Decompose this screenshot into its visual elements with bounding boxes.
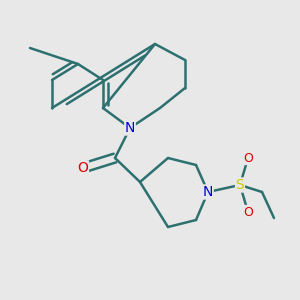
Text: O: O	[78, 161, 88, 175]
Text: O: O	[243, 206, 253, 218]
Text: N: N	[203, 185, 213, 199]
Text: O: O	[243, 152, 253, 164]
Text: N: N	[125, 121, 135, 135]
Text: S: S	[236, 178, 244, 192]
